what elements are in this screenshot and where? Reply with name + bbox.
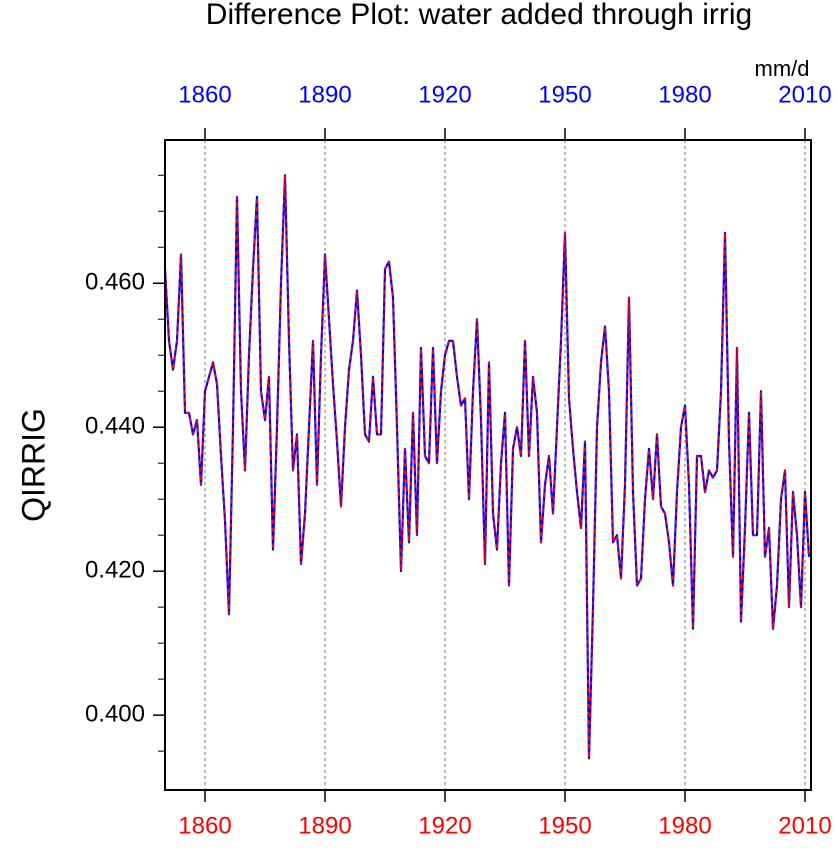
x2-tick-label: 1920 [418,81,471,108]
y-tick-label: 0.400 [85,700,145,727]
units-label: mm/d [755,56,810,81]
plot-frame [164,139,812,791]
x2-tick-label: 1890 [298,81,351,108]
x-tick-label: 1890 [298,812,351,839]
x2-tick-label: 1950 [538,81,591,108]
y-tick-label: 0.420 [85,557,145,584]
x2-tick-label: 1860 [178,81,231,108]
x2-tick-label: 1980 [658,81,711,108]
x-tick-label: 1920 [418,812,471,839]
x2-tick-label: 2010 [778,81,831,108]
x-tick-label: 1950 [538,812,591,839]
x-tick-label: 2010 [778,812,831,839]
chart-title: Difference Plot: water added through irr… [206,0,752,31]
y-axis-label: QIRRIG [15,408,51,522]
y-tick-label: 0.460 [85,269,145,296]
x-tick-label: 1860 [178,812,231,839]
series-line [164,174,810,760]
y-tick-label: 0.440 [85,413,145,440]
x-tick-label: 1980 [658,812,711,839]
